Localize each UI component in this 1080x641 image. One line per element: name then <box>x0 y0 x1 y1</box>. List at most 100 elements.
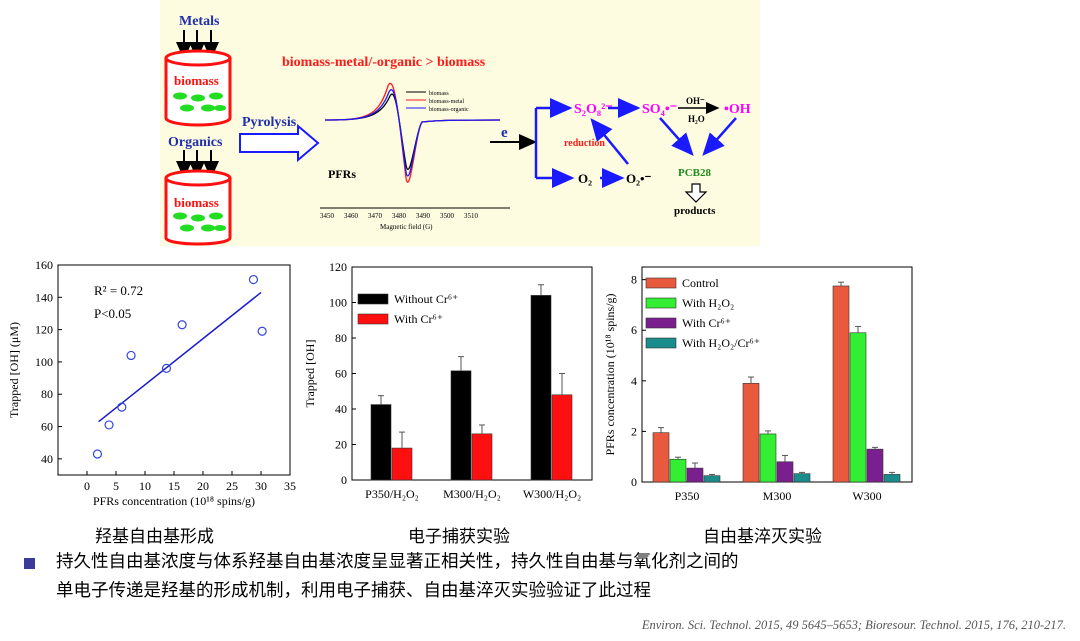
x-tick-label: 35 <box>284 479 296 493</box>
data-point <box>161 363 172 373</box>
caption-electron-capture: 电子捕获实验 <box>408 527 510 547</box>
bar <box>793 473 811 483</box>
p-value-annotation: P<0.05 <box>94 306 131 321</box>
bar <box>776 461 794 483</box>
o2-label: O₂ <box>578 171 592 186</box>
y-axis-label: Trapped [OH] (μM) <box>7 322 21 418</box>
bar <box>370 404 392 481</box>
y-tick-label: 8 <box>631 273 637 287</box>
metals-label: Metals <box>179 14 220 29</box>
y-tick-label: 140 <box>35 290 53 304</box>
legend-swatch <box>357 313 389 325</box>
oh-minus-label: OH⁻ <box>686 96 705 106</box>
bar <box>866 448 884 483</box>
y-tick-label: 0 <box>631 475 637 489</box>
y-tick-label: 80 <box>41 387 53 401</box>
oh-radical-label: •OH <box>724 102 751 117</box>
epr-legend-biomass: biomass <box>429 91 449 97</box>
caption-radical-quenching: 自由基淬灭实验 <box>703 527 822 547</box>
data-point <box>117 402 127 412</box>
data-point <box>248 274 259 285</box>
bar <box>652 432 670 483</box>
so4-radical-label: SO₄•⁻ <box>642 102 677 117</box>
legend-swatch <box>645 337 677 349</box>
category-label: P350 <box>675 489 700 503</box>
epr-spectrum <box>320 82 510 209</box>
category-label: W300/H₂O₂ <box>523 487 581 501</box>
bullet-line-1: 持久性自由基浓度与体系羟基自由基浓度呈显著正相关性，持久性自由基与氧化剂之间的 <box>56 552 739 572</box>
data-point <box>126 350 136 361</box>
data-point <box>104 420 114 430</box>
y-tick-label: 100 <box>35 355 53 369</box>
y-tick-label: 160 <box>35 258 53 272</box>
mechanism-schematic: Metals biomass Organics biomass <box>160 0 760 246</box>
category-label: M300 <box>763 489 792 503</box>
y-tick-label: 4 <box>631 374 637 388</box>
bar <box>832 285 850 483</box>
bar <box>669 458 687 483</box>
epr-x-label: Magnetic field (G) <box>380 223 433 231</box>
superoxide-label: O₂•⁻ <box>626 171 652 186</box>
epr-tick-3510: 3510 <box>464 212 479 220</box>
biomass-label-top: biomass <box>174 73 219 88</box>
bar <box>759 433 777 483</box>
biomass-cylinder-bottom <box>164 169 232 246</box>
y-tick-label: 100 <box>329 296 347 310</box>
y-tick-label: 6 <box>631 323 637 337</box>
legend-label: Control <box>682 276 719 290</box>
y-axis-label: Trapped [OH] <box>303 340 317 408</box>
y-tick-label: 120 <box>35 323 53 337</box>
bar <box>686 467 704 483</box>
legend-swatch <box>645 297 677 309</box>
epr-tick-3450: 3450 <box>320 212 335 220</box>
h2o-label: H₂O <box>688 114 705 124</box>
x-tick-label: 15 <box>168 479 180 493</box>
bar <box>530 295 552 481</box>
pyrolysis-arrow <box>239 123 320 163</box>
chart-electron-capture: 0 20 40 60 80 100 120 P350/H₂O₂ M300/H₂O₂ W300/H₂… <box>303 260 593 501</box>
epr-tick-3480: 3480 <box>392 212 407 220</box>
x-axis-label: PFRs concentration (10¹⁸ spins/g) <box>93 494 255 508</box>
schematic-svg: Metals biomass Organics biomass <box>164 14 751 246</box>
y-axis-label: PFRs concentration (10¹⁸ spins/g) <box>603 293 617 455</box>
epr-tick-3500: 3500 <box>440 212 455 220</box>
pcb28-label: PCB28 <box>678 167 712 179</box>
data-point <box>92 449 103 459</box>
biomass-cylinder-top <box>164 49 232 127</box>
y-tick-label: 120 <box>329 260 347 274</box>
organics-label: Organics <box>168 135 223 150</box>
bar <box>391 447 413 481</box>
bar <box>551 394 573 481</box>
pathway-arrows <box>534 98 737 203</box>
pyrolysis-label: Pyrolysis <box>242 115 297 130</box>
epr-tick-3490: 3490 <box>416 212 431 220</box>
x-tick-label: 30 <box>255 479 267 493</box>
y-tick-label: 2 <box>631 424 637 438</box>
bar <box>703 475 721 483</box>
bar <box>450 370 472 481</box>
reference-citation: Environ. Sci. Technol. 2015, 49 5645–565… <box>641 618 1066 632</box>
bullet-icon <box>24 558 35 569</box>
schematic-headline: biomass-metal/-organic > biomass <box>282 55 486 70</box>
x-tick-label: 25 <box>226 479 238 493</box>
pfrs-label: PFRs <box>328 167 356 181</box>
x-tick-label: 0 <box>84 479 90 493</box>
y-tick-label: 60 <box>41 420 53 434</box>
legend-label: With H₂O₂/Cr⁶⁺ <box>682 336 760 350</box>
bar <box>471 433 493 481</box>
bullet-text: 持久性自由基浓度与体系羟基自由基浓度呈显著正相关性，持久性自由基与氧化剂之间的 … <box>56 548 1066 606</box>
epr-tick-3470: 3470 <box>368 212 383 220</box>
legend-label: Without Cr⁶⁺ <box>394 292 458 306</box>
biomass-label-bottom: biomass <box>174 195 219 210</box>
r-squared-annotation: R² = 0.72 <box>94 283 143 298</box>
legend-swatch <box>645 277 677 289</box>
y-tick-label: 20 <box>335 438 347 452</box>
y-tick-label: 40 <box>41 452 53 466</box>
data-point <box>257 326 267 336</box>
category-label: W300 <box>852 489 881 503</box>
y-tick-label: 0 <box>341 473 347 487</box>
y-tick-label: 80 <box>335 331 347 345</box>
legend-swatch <box>645 317 677 329</box>
s2o8-label: S₂O₈²⁻ <box>574 102 613 117</box>
legend-swatch <box>357 293 389 305</box>
